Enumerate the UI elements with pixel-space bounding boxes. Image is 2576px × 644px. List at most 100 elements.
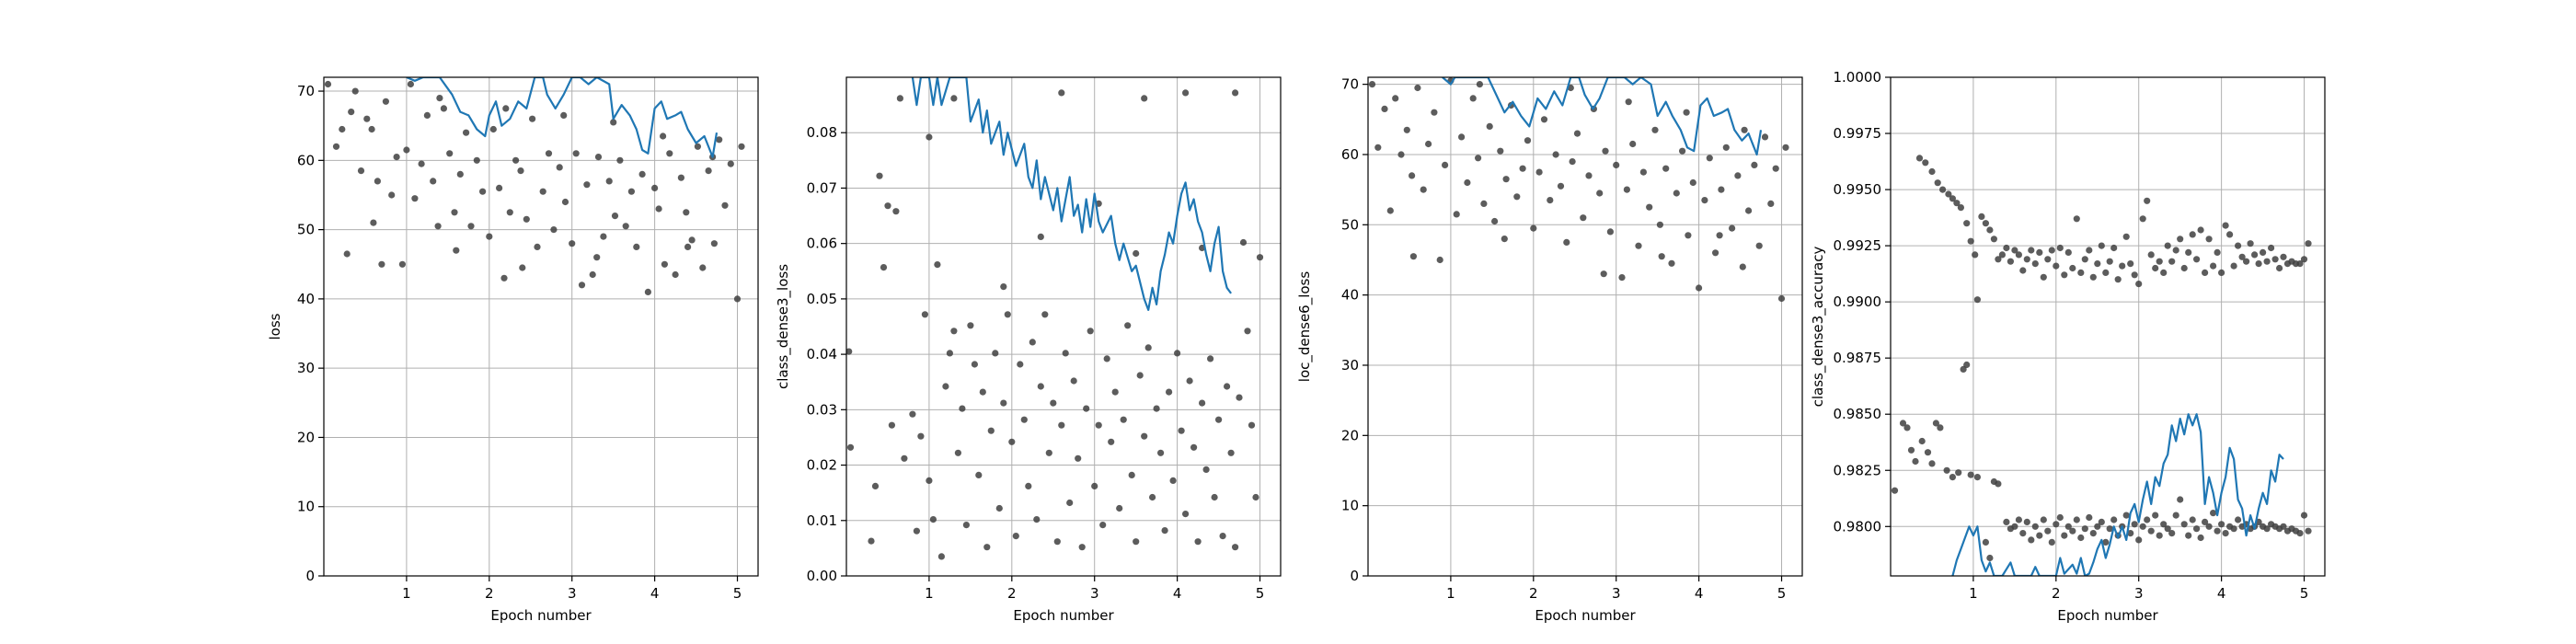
scatter-point — [661, 260, 669, 268]
y-tick-label: 40 — [1341, 287, 1359, 304]
x-tick-label: 2 — [485, 585, 494, 602]
y-tick-label: 0.07 — [807, 179, 837, 196]
scatter-point — [1761, 133, 1769, 141]
scatter-point — [569, 240, 576, 247]
y-tick-label: 30 — [297, 360, 315, 376]
scatter-point — [738, 143, 745, 150]
scatter-point — [440, 105, 447, 112]
scatter-point — [1431, 109, 1438, 116]
scatter-point — [393, 154, 400, 161]
scatter-point — [2019, 530, 2027, 537]
scatter-point — [1116, 504, 1123, 512]
y-tick-label: 0.04 — [807, 346, 837, 362]
scatter-point — [339, 125, 346, 133]
scatter-point — [1149, 493, 1156, 501]
y-axis-label: loss — [267, 313, 283, 339]
scatter-point — [1442, 161, 1449, 168]
scatter-point — [1169, 477, 1177, 485]
scatter-point — [1646, 203, 1653, 211]
scatter-point — [2073, 215, 2080, 223]
scatter-point — [2061, 271, 2068, 279]
scatter-point — [1099, 522, 1107, 529]
scatter-point — [2106, 525, 2113, 533]
scatter-point — [1912, 457, 1919, 466]
scatter-point — [1025, 482, 1032, 490]
scatter-point — [453, 247, 460, 254]
scatter-point — [1232, 89, 1239, 97]
scatter-point — [2028, 536, 2035, 544]
scatter-point — [1227, 449, 1235, 456]
scatter-point — [1939, 186, 1947, 193]
scatter-point — [1374, 144, 1382, 151]
scatter-point — [1986, 226, 1994, 234]
scatter-point — [1741, 126, 1748, 133]
scatter-point — [545, 150, 553, 157]
scatter-point — [1045, 449, 1052, 456]
scatter-point — [2164, 525, 2171, 533]
scatter-point — [672, 270, 679, 279]
scatter-point — [2131, 271, 2138, 279]
scatter-point — [2064, 523, 2072, 530]
scatter-point — [871, 482, 880, 490]
scatter-point — [1953, 200, 1961, 207]
scatter-point — [423, 111, 431, 119]
scatter-point — [2296, 260, 2304, 268]
x-tick-label: 3 — [568, 585, 577, 602]
scatter-point — [2263, 525, 2271, 533]
scatter-point — [2218, 521, 2225, 528]
scatter-point — [2202, 518, 2209, 526]
scatter-point — [2119, 262, 2126, 270]
scatter-point — [611, 213, 619, 220]
scatter-point — [1458, 133, 1466, 141]
scatter-point — [959, 405, 966, 412]
scatter-point — [2152, 512, 2159, 519]
scatter-point — [519, 264, 526, 271]
scatter-point — [1403, 126, 1410, 133]
scatter-point — [2102, 538, 2110, 546]
scatter-point — [1613, 161, 1620, 168]
scatter-point — [901, 454, 908, 462]
scatter-point — [934, 261, 941, 269]
scatter-point — [517, 167, 524, 175]
y-tick-label: 0.05 — [807, 291, 837, 307]
scatter-point — [2152, 264, 2159, 272]
y-tick-label: 0.00 — [807, 568, 837, 584]
scatter-point — [946, 350, 953, 357]
scatter-point — [2069, 264, 2076, 272]
scatter-point — [489, 125, 497, 133]
scatter-point — [1600, 270, 1607, 278]
scatter-point — [1777, 294, 1786, 303]
scatter-point — [2028, 247, 2035, 254]
scatter-point — [1903, 424, 1911, 431]
scatter-point — [1182, 511, 1190, 518]
scatter-point — [942, 383, 949, 390]
scatter-point — [2260, 248, 2267, 256]
scatter-point — [1476, 81, 1483, 88]
scatter-point — [411, 195, 419, 202]
scatter-point — [2185, 248, 2192, 256]
scatter-point — [975, 471, 983, 479]
x-axis-label: Epoch number — [1013, 607, 1114, 624]
scatter-point — [610, 119, 617, 126]
scatter-point — [2094, 260, 2101, 268]
scatter-point — [684, 243, 692, 250]
scatter-point — [1087, 328, 1094, 335]
scatter-point — [1722, 144, 1730, 151]
scatter-point — [2086, 513, 2093, 522]
scatter-point — [363, 115, 371, 122]
scatter-point — [2040, 516, 2047, 523]
scatter-point — [1161, 527, 1168, 535]
scatter-point — [2135, 536, 2143, 544]
scatter-point — [1656, 221, 1663, 228]
scatter-point — [1651, 126, 1659, 133]
y-axis-label: class_dense3_accuracy — [1810, 247, 1827, 408]
scatter-point — [1689, 178, 1696, 187]
y-tick-label: 0.9925 — [1834, 237, 1882, 254]
scatter-point — [967, 322, 974, 329]
scatter-point — [1497, 147, 1504, 155]
x-tick-label: 3 — [2134, 585, 2144, 602]
scatter-point — [1215, 416, 1223, 423]
scatter-point — [2053, 262, 2060, 270]
scatter-point — [2185, 532, 2192, 539]
